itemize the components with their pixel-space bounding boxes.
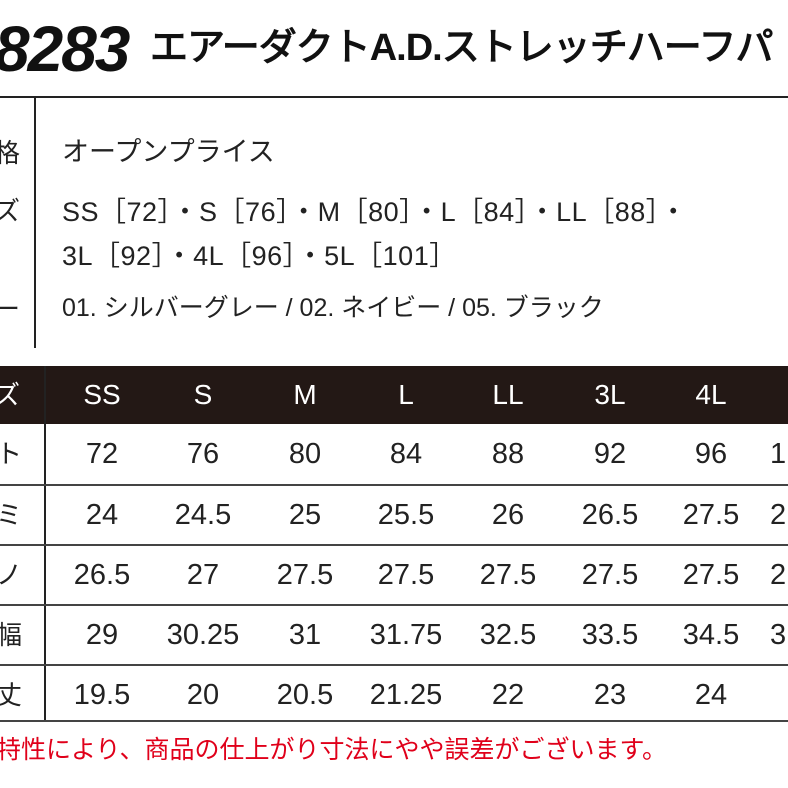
row-divider [0, 604, 788, 606]
table-cell: 19.5 [73, 679, 131, 711]
row-label-0: ト [0, 439, 23, 469]
table-cell-partial: 1 [770, 438, 787, 470]
table-cell: 24 [694, 679, 728, 711]
table-cell: 26.5 [73, 559, 131, 591]
table-cell: 92 [593, 438, 627, 470]
column-header-s: S [193, 379, 213, 410]
table-cell: 25.5 [377, 499, 435, 531]
table-cell: 27.5 [276, 559, 334, 591]
table-cell: 80 [288, 438, 322, 470]
column-header-ss: SS [83, 379, 121, 410]
size-table-header [0, 366, 788, 424]
info-label-size: ズ [0, 196, 21, 226]
table-cell: 29 [85, 619, 119, 651]
product-code: 8283 [0, 13, 130, 85]
disclaimer-note: 特性により、商品の仕上がり寸法にやや誤差がございます。 [0, 736, 668, 764]
title-divider [0, 96, 788, 98]
table-cell: 20 [186, 679, 220, 711]
price-text: オープンプライス [62, 137, 275, 167]
table-cell: 27.5 [682, 559, 740, 591]
table-cell-partial: 3 [770, 619, 787, 651]
column-header-ll: LL [492, 379, 524, 410]
table-cell: 88 [491, 438, 525, 470]
table-cell: 21.25 [369, 679, 443, 711]
table-cell: 20.5 [276, 679, 334, 711]
table-cell: 96 [694, 438, 728, 470]
row-label-1: ミ [0, 500, 23, 530]
table-cell: 27.5 [682, 499, 740, 531]
row-divider [0, 484, 788, 486]
table-cell: 26 [491, 499, 525, 531]
table-cell-partial [770, 665, 788, 725]
row-label-3: 幅 [0, 620, 23, 650]
row-label-4: 丈 [0, 680, 23, 710]
info-label-price: 格 [0, 138, 21, 168]
table-cell: 31 [288, 619, 322, 651]
info-label-color: ー [0, 294, 21, 324]
table-cell: 33.5 [581, 619, 639, 651]
table-cell: 27 [186, 559, 220, 591]
table-cell: 76 [186, 438, 220, 470]
table-cell-partial: 2 [770, 499, 787, 531]
table-cell: 27.5 [479, 559, 537, 591]
sizes-line-1: SS［72］・S［76］・M［80］・L［84］・LL［88］・ [62, 197, 688, 227]
table-cell: 31.75 [369, 619, 443, 651]
product-title: エアーダクトA.D.ストレッチハーフパ [150, 27, 773, 69]
table-cell: 26.5 [581, 499, 639, 531]
table-bottom-border [0, 720, 788, 722]
table-cell: 22 [491, 679, 525, 711]
table-cell: 72 [85, 438, 119, 470]
column-header-4l: 4L [695, 379, 727, 410]
row-divider [0, 544, 788, 546]
table-corner-label: ズ [0, 380, 21, 410]
table-cell: 27.5 [377, 559, 435, 591]
table-cell: 30.25 [166, 619, 240, 651]
info-divider-vertical [34, 96, 36, 348]
column-header-m: M [293, 379, 317, 410]
table-cell: 24 [85, 499, 119, 531]
row-label-2: ノ [0, 560, 23, 590]
table-divider-vertical [44, 366, 46, 720]
table-cell: 23 [593, 679, 627, 711]
table-cell: 84 [389, 438, 423, 470]
table-cell: 24.5 [174, 499, 232, 531]
table-cell: 32.5 [479, 619, 537, 651]
table-cell: 34.5 [682, 619, 740, 651]
column-header-l: L [398, 379, 414, 410]
table-cell-partial: 2 [770, 559, 787, 591]
column-header-3l: 3L [594, 379, 626, 410]
row-divider [0, 664, 788, 666]
sizes-line-2: 3L［92］・4L［96］・5L［101］ [62, 241, 457, 271]
table-cell: 27.5 [581, 559, 639, 591]
colors-text: 01. シルバーグレー / 02. ネイビー / 05. ブラック [62, 294, 604, 322]
table-cell: 25 [288, 499, 322, 531]
